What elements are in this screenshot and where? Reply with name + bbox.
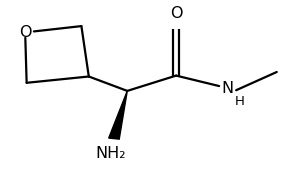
Text: O: O xyxy=(19,25,31,40)
Text: NH₂: NH₂ xyxy=(96,146,126,161)
Text: O: O xyxy=(170,6,182,21)
Text: H: H xyxy=(235,95,245,108)
Polygon shape xyxy=(109,91,127,139)
Text: N: N xyxy=(222,81,234,96)
